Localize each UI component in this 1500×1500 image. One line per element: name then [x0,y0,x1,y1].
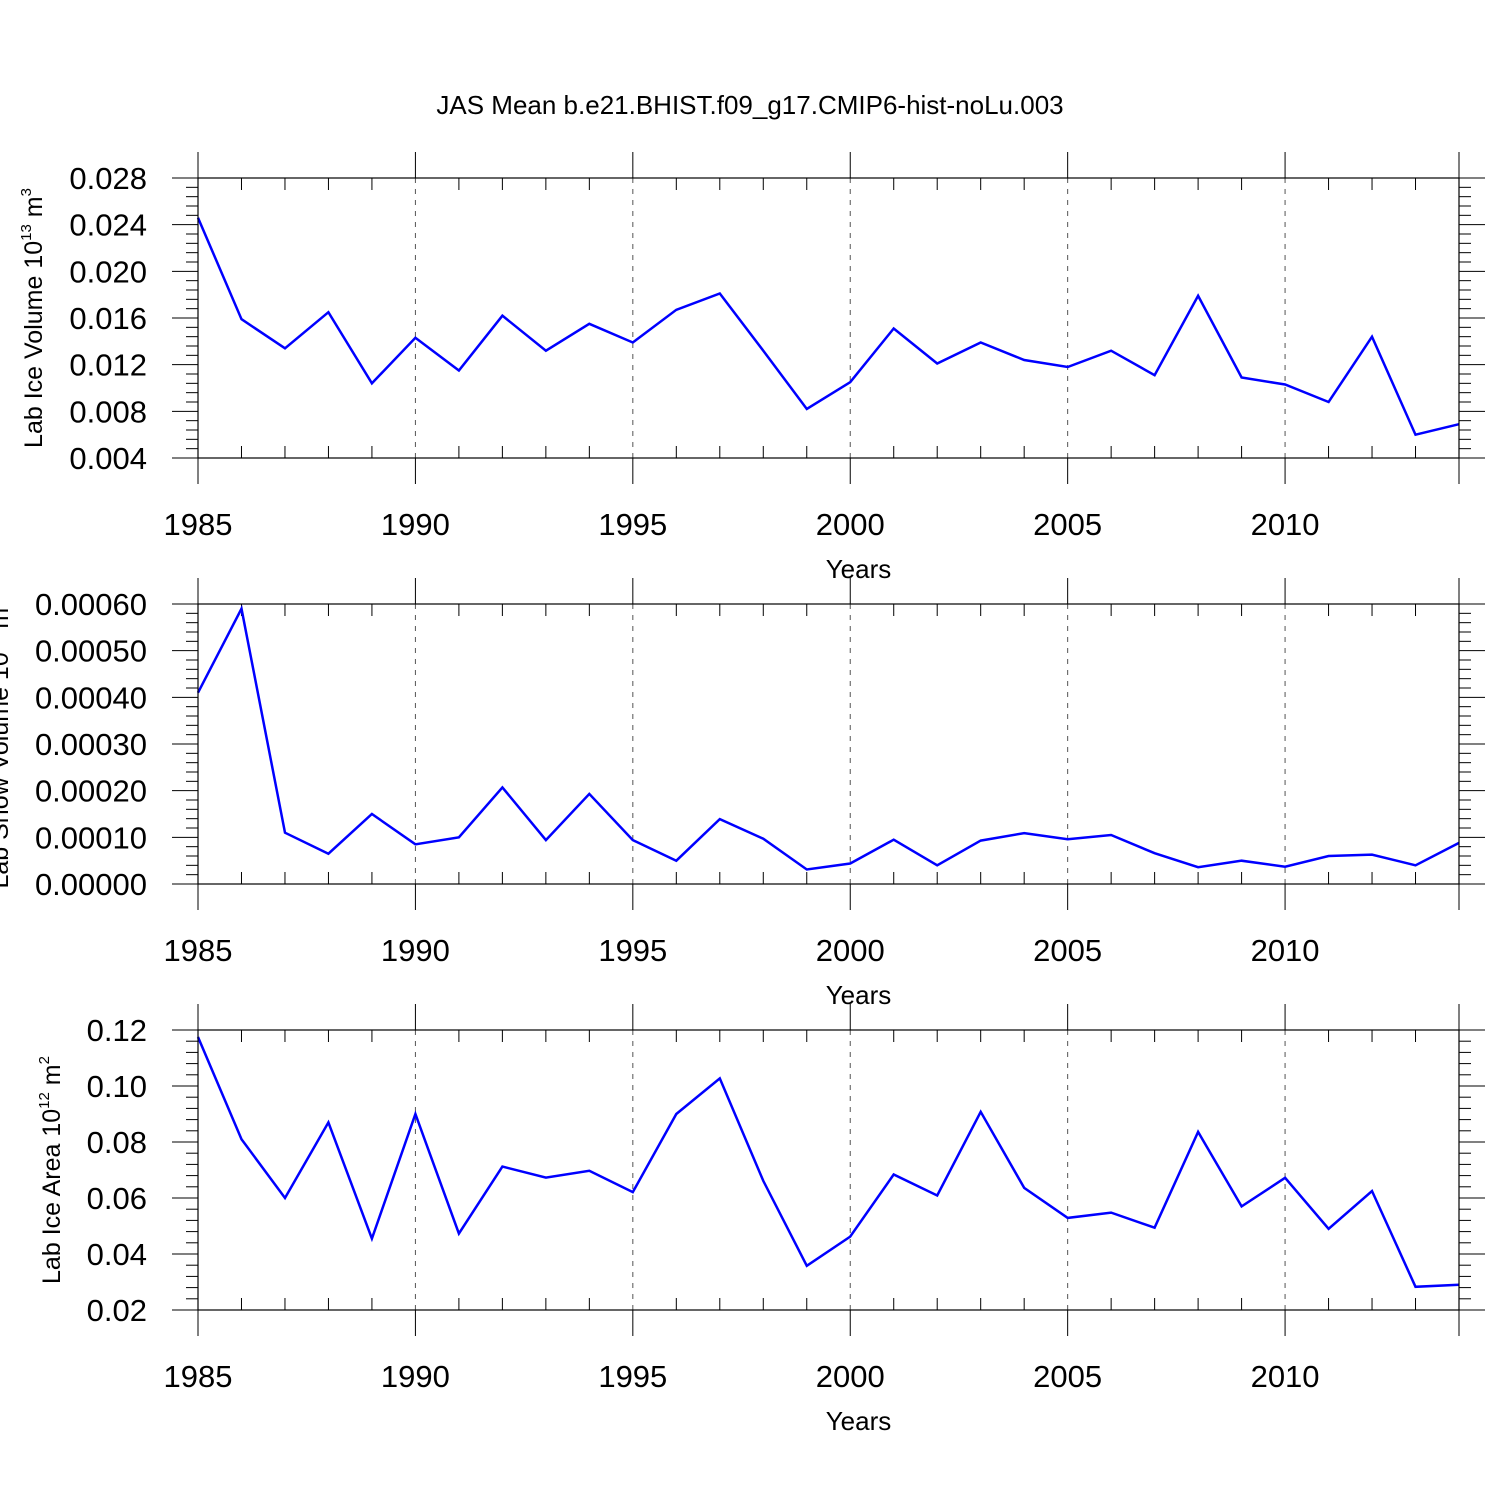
chart-panel-2: 1985 1990 1995 2000 2005 2010 0.00000 0.00010 0.… [0,578,1485,1010]
plot-frame [197,177,1460,459]
y-tick-label: 0.00010 [35,820,147,855]
x-tick-label: 1985 [164,1359,233,1394]
plot-frame [197,603,1460,885]
data-line [196,604,1460,871]
y-tick-label: 0.020 [69,254,147,289]
y-tick-label: 0.00000 [35,867,147,902]
chart-panel-3: 1985 1990 1995 2000 2005 2010 0.02 0.04 0.06 0.08… [36,1004,1485,1436]
y-tick-label: 0.04 [87,1237,147,1272]
x-tick-label: 1990 [381,1359,450,1394]
data-line [196,217,1460,437]
y-tick-label: 0.016 [69,301,147,336]
x-tick-label: 2005 [1033,507,1102,542]
y-axis-label-unit-exponent: 2 [36,1056,53,1064]
y-axis-label-unit: m [0,608,14,636]
x-axis-label: Years [826,980,892,1010]
y-axis-label-unit: m [20,196,48,224]
x-tick-label: 1995 [598,933,667,968]
y-axis-label-unit: m [38,1064,66,1092]
chart-panel-1: 1985 1990 1995 2000 2005 2010 0.004 0.008 0.012 0… [18,152,1485,584]
x-tick-label: 2010 [1251,933,1320,968]
x-tick-label: 1990 [381,507,450,542]
y-tick-label: 0.012 [69,348,147,383]
x-tick-label: 2010 [1251,507,1320,542]
y-tick-label: 0.024 [69,208,147,243]
x-tick-label: 2000 [816,507,885,542]
data-line [196,1036,1460,1289]
chart-title: JAS Mean b.e21.BHIST.f09_g17.CMIP6-hist-… [436,90,1063,120]
y-tick-label: 0.028 [69,161,147,196]
y-axis-label-exponent: 13 [18,224,35,241]
y-axis-label: Lab Ice Area 1012 m2 [36,1056,66,1284]
y-axis-label-text: Lab Ice Volume 10 [20,241,48,448]
x-tick-label: 2000 [816,1359,885,1394]
y-axis-label-text: Lab Snow Volume 10 [0,652,14,888]
x-tick-label: 2010 [1251,1359,1320,1394]
x-tick-label: 2005 [1033,1359,1102,1394]
y-axis-label-unit-exponent: 3 [18,188,35,196]
y-axis-label: Lab Ice Volume 1013 m3 [18,188,48,448]
x-tick-label: 1985 [164,933,233,968]
y-tick-label: 0.06 [87,1181,147,1216]
x-tick-label: 1995 [598,507,667,542]
y-tick-label: 0.004 [69,441,147,476]
y-axis-label-exponent: 12 [36,1092,53,1109]
x-tick-label: 1985 [164,507,233,542]
y-axis-label-text: Lab Ice Area 10 [38,1109,66,1284]
y-tick-label: 0.008 [69,394,147,429]
y-tick-label: 0.00050 [35,634,147,669]
x-axis-label: Years [826,1406,892,1436]
y-tick-label: 0.02 [87,1293,147,1328]
y-axis-label-exponent: 13 [0,636,1,653]
x-tick-label: 2000 [816,933,885,968]
y-axis-label: Lab Snow Volume 1013 m3 [0,599,14,888]
plot-frame [197,1029,1460,1311]
y-axis-label-unit-exponent: 3 [0,599,1,607]
x-axis-label: Years [826,554,892,584]
y-tick-label: 0.00020 [35,774,147,809]
y-tick-label: 0.10 [87,1069,147,1104]
y-tick-label: 0.12 [87,1013,147,1048]
y-tick-label: 0.08 [87,1125,147,1160]
x-tick-label: 1990 [381,933,450,968]
x-tick-label: 2005 [1033,933,1102,968]
y-tick-label: 0.00060 [35,587,147,622]
y-tick-label: 0.00040 [35,680,147,715]
x-tick-label: 1995 [598,1359,667,1394]
y-tick-label: 0.00030 [35,727,147,762]
